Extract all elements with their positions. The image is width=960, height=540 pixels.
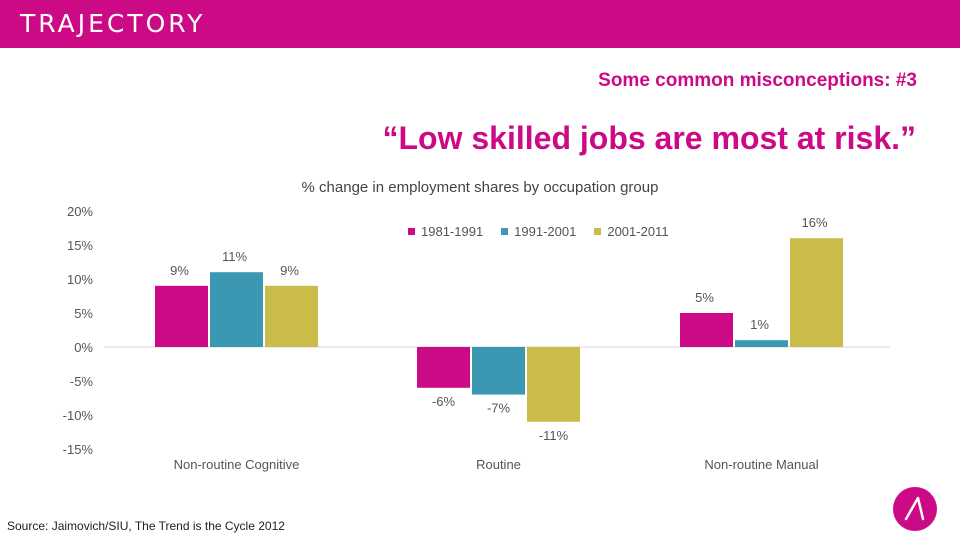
category-label: Non-routine Cognitive [174,457,300,472]
chart-title: % change in employment shares by occupat… [301,179,659,196]
legend-swatch-3 [594,228,602,235]
y-tick-label: 5% [74,306,93,321]
legend-label-3: 2001-2011 [607,224,669,239]
source-note: Source: Jaimovich/SIU, The Trend is the … [7,519,285,533]
bar-3-2 [527,347,580,422]
bar-1-2 [417,347,470,388]
legend-label-1: 1981-1991 [421,224,484,239]
category-label: Routine [476,457,521,472]
header-bar: TRAJECTORY [0,0,960,48]
bar-1-1 [155,285,208,347]
legend-swatch-2 [501,228,509,235]
slide-subtitle: Some common misconceptions: #3 [598,70,917,91]
bar-2-1 [210,272,263,347]
data-label: -11% [539,428,569,443]
bar-1-3 [680,313,733,347]
data-label: -7% [487,401,511,416]
y-tick-label: -5% [70,374,94,389]
slide-headline: “Low skilled jobs are most at risk.” [382,120,917,156]
data-label: 5% [695,290,714,305]
legend-label-2: 1991-2001 [514,224,577,239]
logo-mark-icon [904,496,925,521]
legend-item-3: 2001-2011 [594,224,669,239]
y-tick-label: -10% [63,408,94,423]
bar-3-3 [790,238,843,347]
data-label: 9% [280,263,299,278]
category-label: Non-routine Manual [704,457,818,472]
brand-logo-text: TRAJECTORY [20,9,206,38]
data-label: 16% [801,215,827,230]
y-tick-label: 10% [67,272,93,287]
data-label: -6% [432,394,456,409]
data-label: 11% [222,249,247,264]
y-tick-label: 20% [67,204,93,219]
data-label: 1% [750,317,769,332]
bar-2-2 [472,347,525,395]
legend-swatch-1 [408,228,415,235]
y-tick-label: -15% [63,442,94,457]
bar-2-3 [735,340,788,347]
bar-3-1 [265,285,318,347]
trajectory-logo-icon [893,487,937,531]
data-label: 9% [170,263,189,278]
legend-item-1: 1981-1991 [408,224,483,239]
y-tick-label: 15% [67,238,93,253]
y-tick-label: 0% [74,340,93,355]
chart-legend: 1981-1991 1991-2001 2001-2011 [408,224,669,239]
legend-item-2: 1991-2001 [501,224,576,239]
